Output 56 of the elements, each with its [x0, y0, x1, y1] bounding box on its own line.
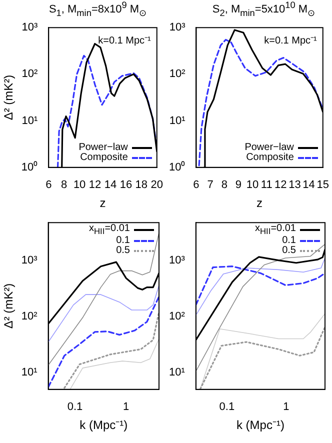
y-tick-label: 10⁰ [21, 160, 38, 174]
x-tick-label: 8 [61, 179, 68, 192]
y-tick-label: 10⁰ [168, 160, 186, 174]
y-tick-label: 10² [22, 68, 38, 80]
chart-title: S$_{1}$, M$_{min}$=8x10$^{9}$ M$_{⊙}$ [48, 0, 148, 18]
x-tick-label: 12 [274, 179, 287, 192]
y-tick-label: 10² [21, 310, 38, 322]
x-tick-label: 9 [235, 179, 242, 192]
y-tick-label: 10³ [169, 22, 186, 34]
legend-label: 0.1 [116, 234, 130, 246]
annotation: k=0.1 Mpc⁻¹ [98, 35, 152, 46]
x-tick-label: 10 [73, 179, 86, 192]
x-axis-title: k (Mpc⁻¹) [80, 418, 128, 432]
legend-label: 0.5 [282, 244, 296, 256]
y-tick-label: 10² [169, 68, 186, 80]
x-tick-label: 16 [120, 179, 132, 192]
legend-label: Power−law [78, 142, 128, 154]
y-tick-label: 10³ [168, 254, 186, 266]
x-tick-label: 7 [207, 179, 214, 192]
x-axis-title: z [256, 196, 263, 210]
x-tick-label: 8 [221, 179, 228, 192]
y-tick-label: 10¹ [22, 114, 38, 127]
legend-label: 0.5 [116, 244, 130, 256]
x-tick-label: 1 [123, 401, 130, 414]
legend-label: Power−law [244, 142, 294, 154]
y-tick-label: 10¹ [21, 366, 38, 379]
x-tick-label: 20 [150, 179, 164, 192]
x-tick-label: 13 [288, 179, 301, 192]
x-tick-label: 18 [135, 179, 148, 192]
y-tick-label: 10² [168, 310, 186, 322]
x-axis-title: z [100, 196, 106, 210]
legend-label: Composite [246, 152, 294, 164]
x-tick-label: 0.1 [219, 401, 235, 414]
legend-label: x$_{HII}$=0.01 [89, 222, 130, 236]
y-axis-title: Δ² (mK²) [2, 283, 16, 329]
x-tick-label: 14 [302, 179, 315, 192]
x-tick-label: 11 [260, 179, 272, 192]
annotation: k=0.1 Mpc⁻¹ [264, 35, 318, 46]
chart-title: S$_{2}$, M$_{min}$=5x10$^{10}$ M$_{⊙}$ [211, 0, 317, 18]
x-tick-label: 6 [193, 179, 200, 192]
x-tick-label: 15 [316, 179, 330, 192]
x-axis-title: k (Mpc⁻¹) [236, 418, 284, 432]
y-tick-label: 10¹ [169, 114, 186, 127]
x-tick-label: 10 [246, 179, 259, 192]
y-axis-title: Δ² (mK²) [2, 74, 16, 120]
y-tick-label: 10³ [21, 254, 38, 266]
legend-label: x$_{HII}$=0.01 [255, 222, 296, 236]
y-tick-label: 10¹ [168, 366, 186, 379]
x-tick-label: 1 [283, 401, 290, 414]
x-tick-label: 14 [104, 179, 117, 192]
y-tick-label: 10³ [22, 22, 38, 34]
x-tick-label: 0.1 [67, 401, 83, 414]
x-tick-label: 6 [46, 179, 52, 192]
legend-label: Composite [80, 152, 128, 164]
x-tick-label: 12 [88, 179, 102, 192]
legend-label: 0.1 [282, 234, 296, 246]
